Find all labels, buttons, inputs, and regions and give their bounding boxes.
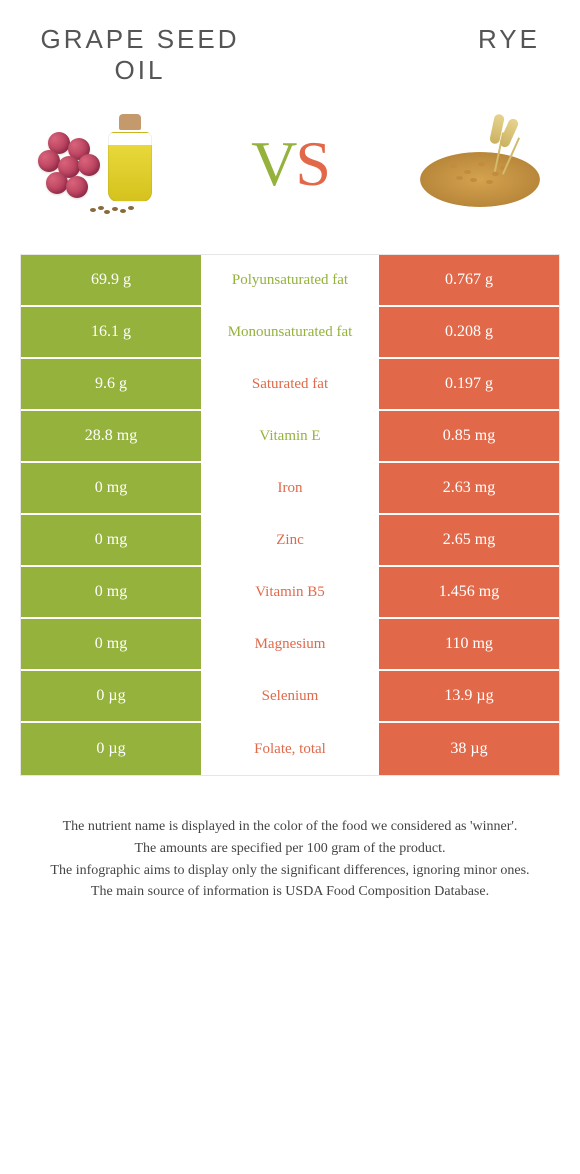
left-food-title: GRAPE SEED OIL <box>40 24 240 86</box>
right-value: 0.85 mg <box>379 411 559 461</box>
oil-bottle-icon <box>108 114 152 202</box>
right-value: 0.208 g <box>379 307 559 357</box>
left-value: 16.1 g <box>21 307 201 357</box>
nutrient-label: Vitamin B5 <box>201 567 379 617</box>
right-value: 1.456 mg <box>379 567 559 617</box>
right-food-image <box>400 104 550 224</box>
table-row: 0 µgFolate, total38 µg <box>21 723 559 775</box>
rye-stalk-icon <box>490 114 526 174</box>
table-row: 0 µgSelenium13.9 µg <box>21 671 559 723</box>
vs-label: VS <box>251 127 329 201</box>
header: GRAPE SEED OIL RYE <box>0 0 580 86</box>
left-value: 0 mg <box>21 463 201 513</box>
nutrient-label: Selenium <box>201 671 379 721</box>
nutrient-label: Monounsaturated fat <box>201 307 379 357</box>
nutrient-table: 69.9 gPolyunsaturated fat0.767 g16.1 gMo… <box>20 254 560 776</box>
table-row: 0 mgVitamin B51.456 mg <box>21 567 559 619</box>
table-row: 69.9 gPolyunsaturated fat0.767 g <box>21 255 559 307</box>
table-row: 9.6 gSaturated fat0.197 g <box>21 359 559 411</box>
right-value: 2.65 mg <box>379 515 559 565</box>
footer-notes: The nutrient name is displayed in the co… <box>30 816 550 903</box>
table-row: 0 mgMagnesium110 mg <box>21 619 559 671</box>
right-value: 0.197 g <box>379 359 559 409</box>
table-row: 0 mgIron2.63 mg <box>21 463 559 515</box>
left-value: 69.9 g <box>21 255 201 305</box>
right-value: 110 mg <box>379 619 559 669</box>
right-value: 2.63 mg <box>379 463 559 513</box>
left-value: 0 µg <box>21 671 201 721</box>
vs-s: S <box>295 128 329 199</box>
footer-line: The infographic aims to display only the… <box>30 860 550 882</box>
right-food-title: RYE <box>360 24 540 55</box>
left-value: 9.6 g <box>21 359 201 409</box>
vs-v: V <box>251 128 295 199</box>
nutrient-label: Vitamin E <box>201 411 379 461</box>
left-value: 0 µg <box>21 723 201 775</box>
vs-row: VS <box>0 86 580 254</box>
nutrient-label: Polyunsaturated fat <box>201 255 379 305</box>
nutrient-label: Folate, total <box>201 723 379 775</box>
footer-line: The nutrient name is displayed in the co… <box>30 816 550 838</box>
nutrient-label: Zinc <box>201 515 379 565</box>
right-value: 0.767 g <box>379 255 559 305</box>
right-value: 38 µg <box>379 723 559 775</box>
nutrient-label: Saturated fat <box>201 359 379 409</box>
nutrient-label: Magnesium <box>201 619 379 669</box>
left-value: 0 mg <box>21 515 201 565</box>
left-value: 0 mg <box>21 567 201 617</box>
table-row: 28.8 mgVitamin E0.85 mg <box>21 411 559 463</box>
table-row: 16.1 gMonounsaturated fat0.208 g <box>21 307 559 359</box>
left-value: 0 mg <box>21 619 201 669</box>
left-value: 28.8 mg <box>21 411 201 461</box>
table-row: 0 mgZinc2.65 mg <box>21 515 559 567</box>
seeds-icon <box>90 204 150 216</box>
footer-line: The main source of information is USDA F… <box>30 881 550 903</box>
left-food-image <box>30 104 180 224</box>
nutrient-label: Iron <box>201 463 379 513</box>
right-value: 13.9 µg <box>379 671 559 721</box>
footer-line: The amounts are specified per 100 gram o… <box>30 838 550 860</box>
